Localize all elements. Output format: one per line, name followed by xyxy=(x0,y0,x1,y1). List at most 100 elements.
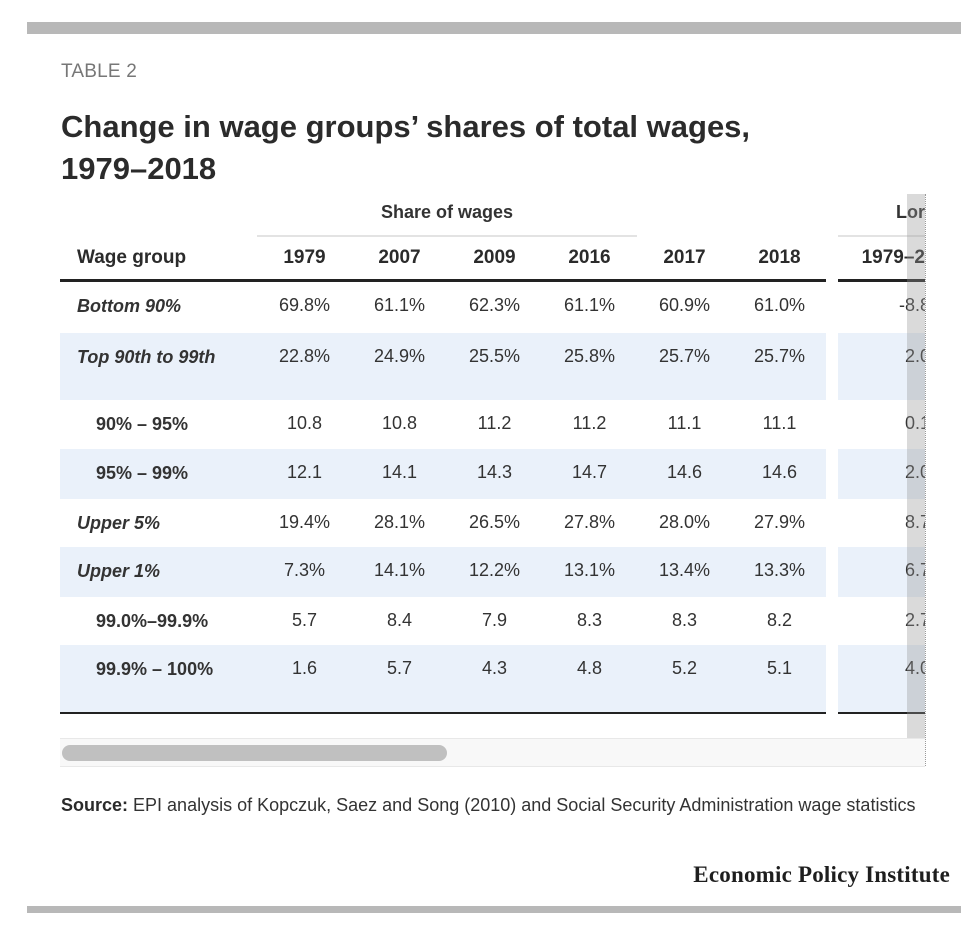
table-cell-change: 6.7 xyxy=(904,560,925,580)
header-rule xyxy=(60,279,826,282)
table-cell: 25.7% xyxy=(753,346,806,366)
table-cell: 8.4 xyxy=(386,610,413,630)
table-cell-change: 2.0 xyxy=(904,346,925,366)
row-shading xyxy=(60,333,826,400)
table-cell: 22.8% xyxy=(278,346,331,366)
row-shading xyxy=(60,547,826,597)
table-cell: 5.1 xyxy=(766,658,793,678)
table-cell: 14.7 xyxy=(571,462,608,482)
table-cell-change: 2.7 xyxy=(904,610,925,630)
table-cell: 5.2 xyxy=(671,658,698,678)
row-label: 95% – 99% xyxy=(96,463,189,483)
table-cell: 13.1% xyxy=(563,560,616,580)
table-cell: 26.5% xyxy=(468,512,521,532)
scroll-fade-overlay xyxy=(907,194,925,738)
table-cell: 62.3% xyxy=(468,295,521,315)
group-header-underline xyxy=(257,235,637,237)
row-shading xyxy=(838,645,925,713)
table-cell-change: 8.7 xyxy=(904,512,925,532)
table-cell: 4.8 xyxy=(576,658,603,678)
table-cell: 28.0% xyxy=(658,512,711,532)
row-shading xyxy=(838,449,925,499)
source-note: Source: EPI analysis of Kopczuk, Saez an… xyxy=(61,791,931,820)
epi-logo: Economic Policy Institute xyxy=(693,862,950,887)
column-header-year: 2016 xyxy=(568,247,611,268)
table-cell: 13.3% xyxy=(753,560,806,580)
table-cell-change: 2.0 xyxy=(904,462,925,482)
table-cell-change: 4.0 xyxy=(904,658,925,678)
group-header-long-term: Lor xyxy=(896,202,925,222)
table-cell: 4.3 xyxy=(481,658,508,678)
table-cell: 25.8% xyxy=(563,346,616,366)
table-cell: 14.6 xyxy=(761,462,798,482)
source-text: EPI analysis of Kopczuk, Saez and Song (… xyxy=(128,795,916,815)
table-cell: 27.8% xyxy=(563,512,616,532)
table-cell: 61.1% xyxy=(563,295,616,315)
row-shading xyxy=(60,645,826,713)
table-cell: 8.3 xyxy=(671,610,698,630)
scrollbar-thumb[interactable] xyxy=(62,745,447,761)
table-cell: 25.7% xyxy=(658,346,711,366)
row-shading xyxy=(838,333,925,400)
column-header-wage-group: Wage group xyxy=(77,247,187,268)
bottom-divider-bar xyxy=(27,906,961,913)
row-label: Top 90th to 99th xyxy=(77,347,216,367)
table-cell: 11.1 xyxy=(667,413,702,433)
table-cell: 5.7 xyxy=(291,610,318,630)
group-header-share-of-wages: Share of wages xyxy=(380,202,514,222)
viewport-edge xyxy=(925,194,926,766)
table-cell-change: -8.8 xyxy=(898,295,925,315)
table-cell: 14.1 xyxy=(381,462,418,482)
row-label: 99.0%–99.9% xyxy=(96,611,209,631)
table-cell: 24.9% xyxy=(373,346,426,366)
table-cell: 7.9 xyxy=(481,610,508,630)
table-cell: 11.2 xyxy=(572,413,607,433)
header-rule-2 xyxy=(838,279,925,282)
row-shading xyxy=(838,547,925,597)
table-cell: 19.4% xyxy=(278,512,331,532)
table-cell: 14.6 xyxy=(666,462,703,482)
row-label: 99.9% – 100% xyxy=(96,659,214,679)
table-cell: 7.3% xyxy=(283,560,326,580)
table-cell: 5.7 xyxy=(386,658,413,678)
row-label: Upper 5% xyxy=(77,513,161,533)
horizontal-scrollbar[interactable] xyxy=(60,738,925,767)
table-cell: 13.4% xyxy=(658,560,711,580)
table-cell: 8.2 xyxy=(766,610,793,630)
table-cell: 12.1 xyxy=(286,462,323,482)
table-cell: 8.3 xyxy=(576,610,603,630)
table-cell: 1.6 xyxy=(291,658,318,678)
column-header-year: 2017 xyxy=(663,247,706,268)
table-title: Change in wage groups’ shares of total w… xyxy=(61,109,751,186)
top-divider-bar xyxy=(27,22,961,34)
table-cell: 10.8 xyxy=(381,413,418,433)
table-bottom-rule xyxy=(60,712,826,714)
table-cell: 11.2 xyxy=(477,413,512,433)
table-cell: 61.1% xyxy=(373,295,426,315)
column-header-year: 1979 xyxy=(283,247,326,268)
table-bottom-rule-2 xyxy=(838,712,925,714)
table-cell: 14.1% xyxy=(373,560,426,580)
table-cell: 60.9% xyxy=(658,295,711,315)
table-kicker: TABLE 2 xyxy=(61,61,138,82)
table-cell: 69.8% xyxy=(278,295,331,315)
table-cell: 10.8 xyxy=(286,413,323,433)
table-cell: 14.3 xyxy=(476,462,513,482)
row-label: 90% – 95% xyxy=(96,414,189,434)
row-shading xyxy=(60,449,826,499)
source-label: Source: xyxy=(61,795,129,815)
column-header-year: 2018 xyxy=(758,247,801,268)
row-label: Bottom 90% xyxy=(77,296,182,316)
table-cell: 12.2% xyxy=(468,560,521,580)
column-header-year: 2007 xyxy=(378,247,421,268)
table-cell: 27.9% xyxy=(753,512,806,532)
table-cell: 25.5% xyxy=(468,346,521,366)
table-cell: 61.0% xyxy=(753,295,806,315)
column-header-year: 2009 xyxy=(473,247,516,268)
table-cell: 11.1 xyxy=(762,413,797,433)
table-cell: 28.1% xyxy=(373,512,426,532)
table-scroll-viewport[interactable]: Share of wages Lor Wage group 1979 2007 20… xyxy=(60,194,925,738)
row-label: Upper 1% xyxy=(77,561,161,581)
group-header-underline-2 xyxy=(838,235,925,237)
table-cell-change: 0.1 xyxy=(904,413,925,433)
